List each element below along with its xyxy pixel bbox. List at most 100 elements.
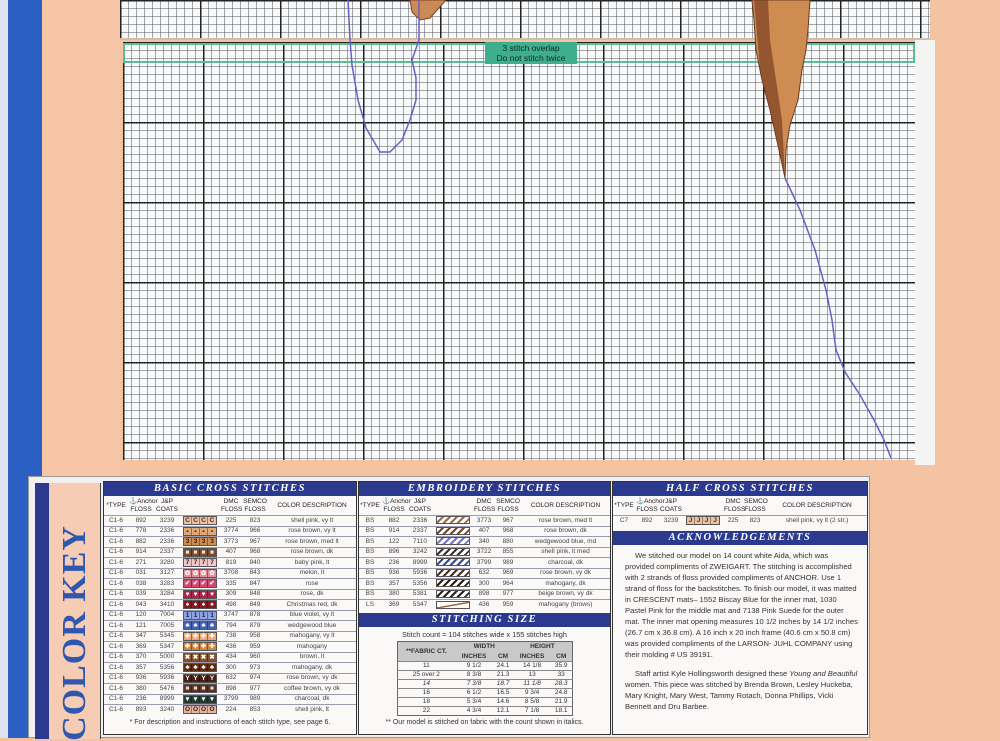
cell-jp: 5476 [159,684,175,692]
cell-jp: 5347 [412,601,428,608]
stitching-size-title: STITCHING SIZE [359,613,610,627]
cell-jp: 3410 [159,600,175,608]
symbol-cell [433,516,473,527]
symbol: ✿ [184,569,192,577]
size-cell-h_in: 9 3/4 [513,688,551,698]
color-key-title: COLOR KEY [56,525,93,741]
column-header: COLOR DESCRIPTION [530,501,601,509]
cell-jp: 5345 [159,632,175,640]
symbol-cell: ♥ ♥ ♥ ♥ [180,589,220,600]
symbol: 7 [192,559,200,567]
cell-anchor: 236 [388,558,400,566]
cell-desc: baby pink, lt [294,558,330,566]
backstitch-swatch [436,526,470,535]
cell-anchor: 236 [135,695,147,703]
symbol: ♣ [184,664,192,672]
ack-paragraph-1: We stitched our model on 14 count white … [625,551,858,659]
half-cross-table: *TYPE ⚓Anchor FLOSS J&P COATS DMC FLOSS SEMC… [613,496,867,526]
basic-cross-stitches-panel: BASIC CROSS STITCHES *TYPE ⚓Anchor FLOSS J… [103,481,357,735]
column-header: DMC FLOSS [724,498,746,513]
symbol: ■ [192,548,200,556]
cell-semco: 974 [249,674,261,682]
cell-type: C1-6 [108,642,124,650]
cell-dmc: 225 [225,516,237,524]
cell-type: C1-6 [108,695,124,703]
cell-jp: 3239 [159,516,175,524]
size-row: 18 5 3/4 14.6 8 5/8 21.9 [397,697,572,707]
symbol: ■ [208,548,216,556]
symbol: ■ [208,685,216,693]
cell-anchor: 778 [135,527,147,535]
table-row: BS 896 3242 3722 855 shell pink, lt med [359,547,610,558]
cell-jp: 7110 [413,537,427,545]
symbol-cell: ■ ■ ■ ■ [180,684,220,695]
cell-anchor: 357 [135,663,147,671]
table-row: C7 892 3239 J J J J 225 823 shell pink, vy lt (2 … [613,515,867,527]
cell-anchor: 914 [135,548,147,556]
column-header: ⚓Anchor FLOSS [129,498,158,513]
symbol-cell: ■ ■ ■ ■ [180,547,220,558]
symbol: ✔ [200,580,208,588]
symbol: • [200,527,208,535]
size-cell-h_cm: 21.9 [550,697,572,707]
table-row: BS 357 5356 300 964 mahogany, dk [359,578,610,590]
table-row: BS 882 2336 3773 967 rose brown, med lt [359,515,610,527]
symbol: J [687,517,695,525]
chart-overlay [347,0,892,459]
cell-type: C1-6 [108,548,124,556]
column-header: J&P COATS [409,498,431,513]
cell-dmc: 3773 [223,537,239,545]
cell-type: C1-6 [108,684,124,692]
size-cell-fabric: 14 [397,679,456,689]
cell-dmc: 407 [478,527,490,535]
symbol-cell [433,568,473,579]
table-row: C1-6 121 7005 ♣ ♣ ♣ ♣ 794 879 wedgewood blue [104,620,356,632]
cell-type: BS [365,516,375,524]
cell-desc: rose, dk [300,590,324,598]
symbol: ▼ [208,695,216,703]
cell-desc: rose brown, vy dk [540,569,591,577]
cell-dmc: 632 [225,674,237,682]
symbol: 7 [184,559,192,567]
embroidery-title: EMBROIDERY STITCHES [359,482,610,496]
cell-semco: 967 [249,537,261,545]
symbol: Y [208,674,216,682]
cell-anchor: 380 [388,590,400,598]
column-header: SEMCO FLOSS [496,498,520,513]
table-row: BS 380 5381 898 977 beige brown, vy dk [359,589,610,600]
cell-dmc: 898 [225,684,237,692]
table-row: C1-6 357 5356 ♣ ♣ ♣ ♣ 300 973 mahogany, dk [104,662,356,674]
cell-desc: rose brown, vy lt [288,527,336,535]
cell-semco: 855 [502,548,514,556]
symbol-cell: ▼ ▼ ▼ ▼ [180,694,220,705]
cell-semco: 977 [249,684,261,692]
width-header: WIDTH [455,641,514,652]
table-row: C1-6 893 3240 O O O O 224 853 shell pink, lt [104,704,356,716]
symbol: ♠ [208,601,216,609]
height-cm-header: CM [550,651,572,662]
table-row: C1-6 914 2337 ■ ■ ■ ■ 407 968 rose brown, dk [104,547,356,558]
symbol: ♣ [200,622,208,630]
cell-type: BS [365,537,375,545]
table-row: BS 122 7110 340 880 wedgewood blue, md [359,536,610,548]
size-row: 22 4 3/4 12.1 7 1/8 18.1 [397,706,572,716]
symbol: ♥ [184,590,192,598]
cell-anchor: 914 [388,527,400,535]
basic-table: *TYPE ⚓Anchor FLOSS J&P COATS DMC FLOSS SEMC… [104,496,356,715]
symbol: Y [200,674,208,682]
column-header [433,496,473,516]
cell-desc: Christmas red, dk [286,600,338,608]
symbol: ✚ [200,632,208,640]
cell-jp: 3283 [159,579,175,587]
cell-type: C1-6 [108,516,124,524]
symbol: ✿ [200,569,208,577]
cell-desc: rose brown, med lt [538,516,593,524]
cell-desc: shell pink, vy lt (2 str.) [785,517,849,524]
cell-anchor: 271 [135,558,147,566]
cell-jp: 3284 [159,590,175,598]
